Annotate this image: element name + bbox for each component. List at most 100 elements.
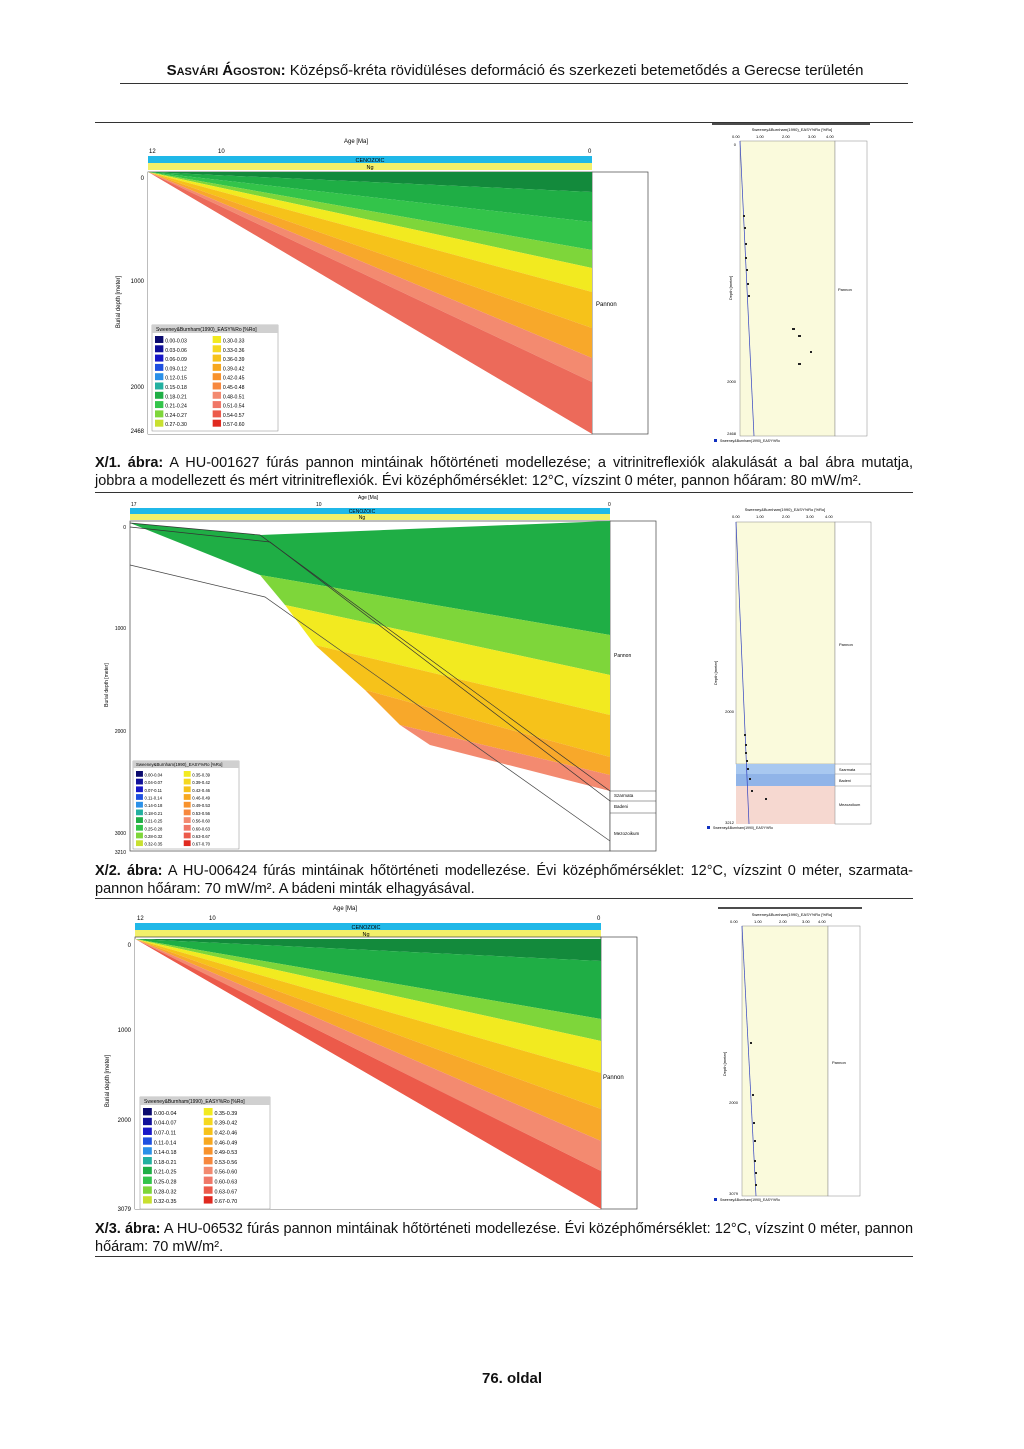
plot-legend: Sweeney&Burnham(1990)_EASY%Ro (713, 826, 773, 830)
legend-label: 0.33-0.36 (223, 348, 245, 354)
legend-label: 0.56-0.60 (192, 819, 210, 824)
horizon-line (129, 522, 611, 792)
legend-label: 0.06-0.09 (165, 357, 187, 363)
legend-label: 0.21-0.25 (154, 1170, 177, 1176)
legend-label: 0.42-0.46 (215, 1130, 238, 1136)
legend-swatch (183, 809, 191, 816)
formation-label: Pannon (839, 642, 853, 647)
legend-swatch (183, 786, 191, 793)
legend-label: 0.60-0.63 (215, 1179, 238, 1185)
legend-label: 0.25-0.28 (144, 826, 162, 831)
legend-swatch (203, 1137, 213, 1145)
legend-label: 0.39-0.42 (192, 780, 210, 785)
depth-tick: 1000 (115, 626, 126, 632)
depth-tick: 3212 (725, 820, 735, 825)
legend-swatch (136, 771, 143, 777)
formation-column (834, 521, 872, 825)
legend-swatch (136, 832, 143, 839)
era-bar (148, 156, 592, 163)
age-tick: 12 (149, 149, 156, 155)
formation-label: Badeni (614, 804, 628, 809)
legend-swatch (136, 840, 143, 847)
figure-rule (95, 898, 913, 899)
legend-swatch (143, 1108, 152, 1116)
mezozoikum-zone (736, 786, 835, 824)
legend-label: 0.30-0.33 (223, 339, 245, 345)
legend-label: 0.00-0.03 (165, 339, 187, 345)
legend-swatch (155, 354, 164, 362)
legend-swatch (136, 778, 143, 785)
modelled-ro-curve (735, 521, 750, 825)
age-tick: 0 (608, 502, 611, 508)
age-tick: 10 (316, 502, 322, 508)
era-bar (130, 508, 610, 514)
legend-swatch (212, 373, 222, 381)
x-tick: 3.00 (802, 919, 811, 924)
burial-history-plot-1: Age [Ma] 12 10 0 CENOZOIC Ng 0 1000 2000… (116, 139, 649, 435)
vitrinite-depth-plot-1: Sweeney&Burnham(1990)_EASY%Ro [%Ro] 0.00… (712, 123, 870, 443)
legend-swatch (183, 794, 191, 800)
ro-band (400, 725, 610, 791)
legend-label: 0.11-0.14 (154, 1140, 176, 1146)
burial-history-plot-2: Age [Ma] 17 10 0 CENOZOIC Ng 0 1000 2000… (104, 495, 657, 856)
header-author: Sasvári Ágoston: (166, 62, 286, 79)
legend-swatch (143, 1127, 152, 1135)
depth-tick: 3079 (118, 1207, 132, 1213)
legend-label: 0.45-0.48 (223, 385, 245, 391)
legend-label: 0.12-0.15 (165, 376, 187, 382)
era-label: CENOZOIC (349, 509, 376, 515)
legend-swatch (143, 1157, 152, 1165)
depth-axis-title: Burial depth [meter] (104, 663, 110, 707)
burial-history-plot-3: Age [Ma] 12 10 0 CENOZOIC Ng 0 1000 2000… (105, 906, 638, 1213)
legend-label: 0.07-0.11 (144, 788, 162, 793)
caption-text: A HU-06532 fúrás pannon mintáinak hőtört… (95, 1221, 914, 1255)
vitrinite-depth-plot-2: Sweeney&Burnham(1990)_EASY%Ro [%Ro] 0.00… (707, 507, 872, 830)
pannon-zone (735, 521, 836, 765)
legend-label: 0.11-0.14 (144, 795, 162, 800)
depth-tick: 3000 (115, 831, 126, 837)
formation-label: Mezozoikum (614, 831, 640, 836)
legend-swatch (143, 1176, 152, 1184)
legend-label: 0.35-0.39 (215, 1111, 238, 1117)
legend-swatch (212, 391, 222, 399)
legend-label: 0.36-0.39 (223, 357, 245, 363)
depth-tick: 2468 (727, 431, 737, 436)
legend-label: 0.03-0.06 (165, 348, 187, 354)
formation-column (591, 171, 649, 435)
legend-swatch (155, 401, 164, 409)
depth-tick: 2468 (131, 429, 145, 435)
caption-label: X/2. ábra: (95, 863, 163, 879)
legend-swatch (212, 363, 222, 371)
pannon-zone (741, 925, 829, 1197)
depth-axis-title: Burial depth [meter] (105, 1054, 111, 1107)
legend-swatch (203, 1117, 213, 1126)
legend-swatch (203, 1127, 213, 1135)
legend-label: 0.56-0.60 (215, 1170, 238, 1176)
depth-tick: 2000 (725, 709, 735, 714)
age-axis-title: Age [Ma] (333, 906, 357, 912)
measured-samples (743, 215, 812, 365)
legend-label: 0.53-0.56 (215, 1160, 238, 1166)
legend-label: 0.25-0.28 (154, 1179, 177, 1185)
legend-label: 0.00-0.04 (144, 772, 162, 777)
x-tick: 2.00 (782, 514, 791, 519)
legend-label: 0.09-0.12 (165, 366, 187, 372)
legend-label: 0.67-0.70 (215, 1199, 238, 1205)
legend-swatch (143, 1166, 152, 1175)
legend-swatch (212, 345, 222, 353)
legend-swatch (203, 1108, 213, 1116)
legend-swatch (212, 410, 222, 418)
ro-legend: Sweeney&Burnham(1990)_EASY%Ro [%Ro] 0.00… (139, 1096, 271, 1210)
age-axis-title: Age [Ma] (358, 495, 379, 501)
plot-title: Sweeney&Burnham(1990)_EASY%Ro [%Ro] (752, 127, 833, 132)
formation-label: Szarmata (839, 768, 856, 772)
legend-swatch (155, 336, 164, 343)
legend-label: 0.07-0.11 (154, 1130, 176, 1136)
legend-swatch (136, 786, 143, 793)
plot-title: Sweeney&Burnham(1990)_EASY%Ro [%Ro] (752, 912, 833, 917)
legend-swatch (136, 801, 143, 808)
legend-label: 0.28-0.32 (144, 834, 162, 839)
legend-swatch (183, 817, 191, 823)
legend-swatch (212, 419, 222, 427)
legend-label: 0.51-0.54 (223, 404, 245, 410)
